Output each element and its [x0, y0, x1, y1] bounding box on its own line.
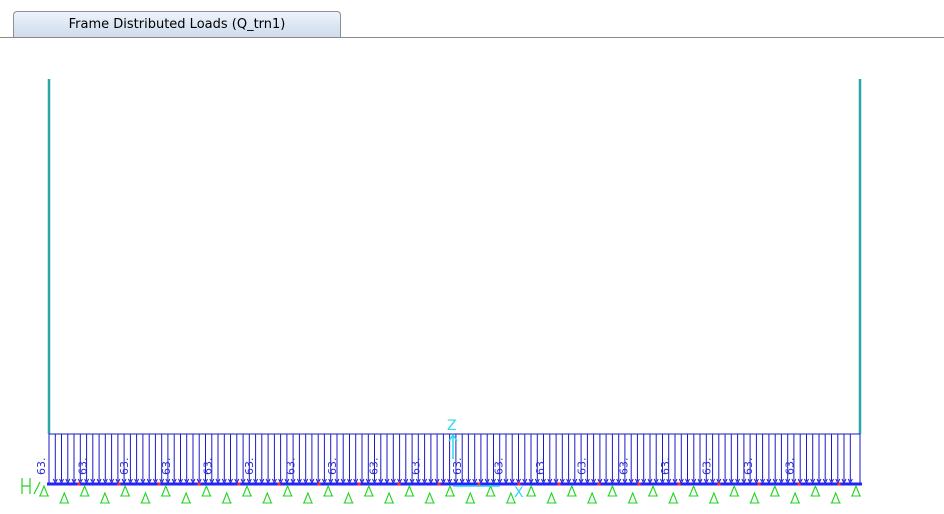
spring-support-symbol — [445, 484, 455, 497]
spring-support-symbol — [526, 484, 537, 497]
load-value-label: 63. — [409, 458, 422, 476]
model-view-svg: 63. 63. 63. 63. 63. 63. 63. 63. 63. 63. 63. 63. 63. 6… — [21, 79, 862, 504]
tab-label: Frame Distributed Loads (Q_trn1) — [68, 17, 286, 32]
load-value-label: 63. — [784, 458, 797, 476]
node-marker — [157, 482, 161, 486]
model-view-canvas[interactable]: 63. 63. 63. 63. 63. 63. 63. 63. 63. 63. 63. 63. 63. 6… — [0, 38, 944, 514]
load-value-label: 63. — [285, 458, 298, 476]
distributed-load-diagram: 63. 63. 63. 63. 63. 63. 63. 63. 63. 63. 63. 63. 63. 6… — [35, 433, 861, 485]
x-axis-label: X — [514, 485, 524, 501]
spring-support-symbol — [140, 491, 151, 504]
spring-support-symbol — [404, 484, 415, 497]
load-value-label: 63. — [243, 458, 256, 476]
node-marker — [557, 482, 561, 486]
spring-support-symbol — [39, 484, 49, 497]
load-value-label: 63. — [659, 458, 672, 476]
z-axis-label: Z — [447, 418, 457, 434]
spring-support-symbol — [505, 491, 516, 504]
tab-bar-divider — [0, 37, 944, 38]
spring-support-symbol — [120, 484, 131, 497]
spring-support-symbol — [708, 491, 719, 504]
spring-support-symbol — [790, 491, 801, 504]
spring-support-symbol — [282, 484, 293, 497]
spring-support-symbol — [851, 484, 861, 497]
spring-support-symbol — [424, 491, 435, 504]
node-marker — [797, 482, 801, 486]
z-axis-arrowhead — [448, 433, 458, 442]
load-value-label: 63. — [368, 458, 381, 476]
spring-support-symbol — [465, 491, 476, 504]
spring-support-symbol — [668, 491, 679, 504]
load-value-label: 63. — [77, 458, 90, 476]
support-symbols — [21, 478, 861, 504]
spring-support-symbol — [343, 491, 354, 504]
node-marker — [197, 482, 201, 486]
spring-support-symbol — [59, 491, 70, 504]
spring-support-symbol — [830, 491, 841, 504]
tab-bar: Frame Distributed Loads (Q_trn1) — [0, 0, 944, 38]
load-value-label: 63. — [35, 458, 48, 476]
node-marker — [237, 482, 241, 486]
spring-support-symbol — [160, 484, 171, 497]
spring-support-symbol — [363, 484, 374, 497]
spring-support-symbol — [201, 484, 212, 497]
spring-support-symbol — [384, 491, 395, 504]
load-value-label: 63. — [326, 458, 339, 476]
spring-support-symbol — [810, 484, 821, 497]
global-axes: Z X — [447, 418, 524, 501]
node-marker — [437, 482, 441, 486]
spring-support-symbol — [729, 484, 740, 497]
node-marker — [837, 482, 841, 486]
ground-beam — [47, 482, 862, 486]
spring-support-symbol — [99, 491, 110, 504]
spring-support-symbol — [769, 484, 780, 497]
spring-support-symbol — [627, 491, 638, 504]
load-value-label: 63. — [576, 458, 589, 476]
spring-support-symbol — [648, 484, 658, 497]
load-value-label: 63. — [201, 458, 214, 476]
node-marker — [477, 482, 481, 486]
tab-frame-distributed-loads[interactable]: Frame Distributed Loads (Q_trn1) — [13, 11, 341, 37]
load-value-label: 63. — [451, 458, 464, 476]
node-marker — [717, 482, 721, 486]
spring-support-symbol — [221, 491, 232, 504]
spring-support-symbol — [587, 491, 598, 504]
load-value-label: 63. — [742, 458, 755, 476]
node-marker — [117, 482, 121, 486]
support-end-symbol — [21, 478, 41, 495]
load-value-label: 63. — [700, 458, 713, 476]
node-marker — [77, 482, 81, 486]
load-value-label: 63. — [617, 458, 630, 476]
spring-support-symbol — [688, 484, 699, 497]
node-marker — [317, 482, 321, 486]
spring-support-symbol — [262, 491, 273, 504]
load-value-label: 63. — [493, 458, 506, 476]
spring-support-symbol — [79, 484, 90, 497]
node-marker — [757, 482, 761, 486]
node-marker — [517, 482, 521, 486]
load-value-label: 63. — [118, 458, 131, 476]
spring-support-symbol — [485, 484, 496, 497]
node-marker — [597, 482, 601, 486]
load-value-label: 63. — [534, 458, 547, 476]
frame-columns — [47, 79, 862, 434]
spring-support-symbol — [323, 484, 334, 497]
node-marker — [357, 482, 361, 486]
node-marker — [677, 482, 681, 486]
spring-support-symbol — [181, 491, 192, 504]
node-marker — [397, 482, 401, 486]
spring-support-symbol — [302, 491, 313, 504]
spring-support-symbol — [749, 491, 760, 504]
node-marker — [277, 482, 281, 486]
spring-support-symbol — [546, 491, 557, 504]
spring-support-symbol — [566, 484, 577, 497]
load-value-label: 63. — [160, 458, 173, 476]
spring-support-symbol — [242, 484, 252, 497]
spring-support-symbol — [607, 484, 618, 497]
node-marker — [637, 482, 641, 486]
